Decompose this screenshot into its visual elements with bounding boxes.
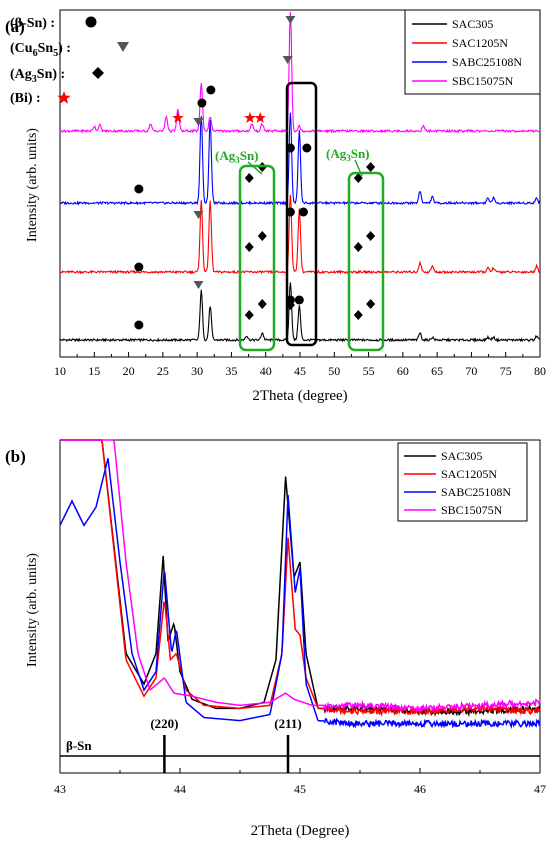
a-ag3sn-marker-0 [244, 310, 254, 320]
a-legend-label-1: SAC1205N [452, 36, 508, 50]
a-xtick-label-6: 40 [260, 364, 272, 378]
key-bi: (Bi) : [10, 91, 41, 106]
a-beta-sn-marker-0 [134, 320, 144, 330]
panel-b-reference-pattern: β-Sn (220) (211) [60, 716, 540, 773]
a-xtick-label-12: 70 [465, 364, 477, 378]
a-ag3sn-marker-1 [257, 299, 267, 309]
a-xtick-label-1: 15 [88, 364, 100, 378]
a-beta-sn-marker-1 [134, 262, 144, 272]
a-xtick-label-10: 60 [397, 364, 409, 378]
a-ag3sn-marker-2 [244, 242, 254, 252]
a-bi-marker-2 [254, 112, 266, 123]
a-cu6sn5-marker-5 [285, 16, 296, 24]
ag3sn-box-left [238, 164, 276, 352]
b-legend-label-1: SAC1205N [441, 467, 497, 481]
key-triangle-marker [117, 42, 129, 52]
panel-b-chart: 43 44 45 46 47 β-Sn (220) (211) SAC305 SAC1205N… [25, 439, 546, 839]
a-xtick-label-5: 35 [225, 364, 237, 378]
a-bi-marker-0 [172, 112, 184, 123]
a-xtick-label-2: 20 [123, 364, 135, 378]
ag3sn-arrow-right [354, 159, 363, 177]
a-legend-label-0: SAC305 [452, 17, 493, 31]
b-reference-hkl-1: (211) [274, 716, 301, 731]
key-cu6sn5: (Cu6Sn5) : [10, 41, 71, 59]
panel-b-legend: SAC305 SAC1205N SABC25108N SBC15075N [397, 442, 528, 522]
a-cu6sn5-marker-3 [193, 118, 204, 126]
a-ag3sn-marker-3 [257, 231, 267, 241]
a-series-SAC305 [59, 282, 541, 343]
a-xtick-label-13: 75 [500, 364, 512, 378]
b-xtick-label-3: 46 [414, 782, 426, 796]
beta-sn-box [285, 81, 318, 347]
a-series-SAC1205N [59, 194, 541, 275]
panel-a-legend: SAC305 SAC1205N SABC25108N SBC15075N [404, 9, 541, 95]
panel-b-label: (b) [5, 447, 26, 466]
panel-a-phase-markers [134, 16, 376, 330]
b-xtick-label-1: 44 [174, 782, 186, 796]
a-cu6sn5-marker-0 [193, 281, 204, 289]
key-circle-marker [85, 16, 97, 28]
panel-b-xlabel: 2Theta (Degree) [251, 823, 350, 839]
a-cu6sn5-marker-1 [193, 211, 204, 219]
a-ag3sn-marker-10 [353, 173, 363, 183]
panel-a-xlabel: 2Theta (degree) [252, 388, 347, 404]
panel-a-ylabel: Intensity (arb. units) [25, 128, 40, 242]
panel-b-series [59, 439, 541, 730]
a-xtick-label-8: 50 [328, 364, 340, 378]
a-xtick-label-4: 30 [191, 364, 203, 378]
b-xtick-label-0: 43 [54, 782, 66, 796]
a-beta-sn-marker-8 [294, 295, 304, 305]
a-ag3sn-marker-7 [366, 299, 376, 309]
panel-a-chart: 10 15 20 25 30 35 40 45 50 55 60 65 70 75 80 (Ag3Sn) (… [10, 9, 546, 404]
panel-a-series [59, 11, 541, 343]
b-reference-label: β-Sn [66, 738, 92, 753]
ag3sn-label-right: (Ag3Sn) [326, 146, 370, 163]
a-beta-sn-marker-9 [298, 207, 308, 217]
a-xtick-label-9: 55 [363, 364, 375, 378]
b-legend-label-2: SABC25108N [441, 485, 511, 499]
key-beta-sn: (β-Sn) : [10, 16, 55, 31]
a-xtick-label-7: 45 [294, 364, 306, 378]
b-legend-label-0: SAC305 [441, 449, 482, 463]
a-bi-marker-1 [244, 112, 256, 123]
ag3sn-box-right [347, 171, 385, 352]
b-series-SABC25108N [59, 458, 541, 730]
ag3sn-arrow-left [247, 161, 263, 175]
key-diamond-marker [92, 67, 104, 79]
a-xtick-label-11: 65 [431, 364, 443, 378]
a-beta-sn-marker-2 [134, 184, 144, 194]
key-star-marker [57, 91, 71, 104]
b-xtick-label-4: 47 [534, 782, 546, 796]
a-beta-sn-marker-4 [206, 85, 216, 95]
key-ag3sn: (Ag3Sn) : [10, 67, 65, 85]
a-ag3sn-marker-9 [366, 231, 376, 241]
a-legend-label-2: SABC25108N [452, 55, 522, 69]
b-xtick-label-2: 45 [294, 782, 306, 796]
ag3sn-label-left: (Ag3Sn) [215, 148, 259, 165]
panel-b-x-axis: 43 44 45 46 47 [54, 768, 546, 796]
phase-key: (β-Sn) : (Cu6Sn5) : (Ag3Sn) : (Bi) : [10, 16, 129, 106]
a-ag3sn-marker-4 [244, 173, 254, 183]
a-ag3sn-marker-6 [353, 310, 363, 320]
a-beta-sn-marker-3 [197, 98, 207, 108]
a-series-SBC15075N [59, 11, 541, 134]
panel-a-x-axis: 10 15 20 25 30 35 40 45 50 55 60 65 70 75 80 [54, 352, 546, 378]
panel-a-highlight-boxes [238, 81, 385, 352]
b-reference-hkl-0: (220) [150, 716, 178, 731]
panel-b-ylabel: Intensity (arb. units) [25, 553, 40, 667]
panel-a-label: (a) [5, 17, 25, 36]
a-cu6sn5-marker-4 [282, 56, 293, 64]
a-beta-sn-marker-10 [302, 143, 312, 153]
b-legend-label-3: SBC15075N [441, 503, 503, 517]
a-ag3sn-marker-11 [366, 162, 376, 172]
a-ag3sn-marker-8 [353, 242, 363, 252]
a-xtick-label-14: 80 [534, 364, 546, 378]
a-xtick-label-3: 25 [157, 364, 169, 378]
a-xtick-label-0: 10 [54, 364, 66, 378]
b-series-SBC15075N [60, 439, 541, 713]
a-series-SABC25108N [59, 112, 541, 206]
a-legend-label-3: SBC15075N [452, 74, 514, 88]
